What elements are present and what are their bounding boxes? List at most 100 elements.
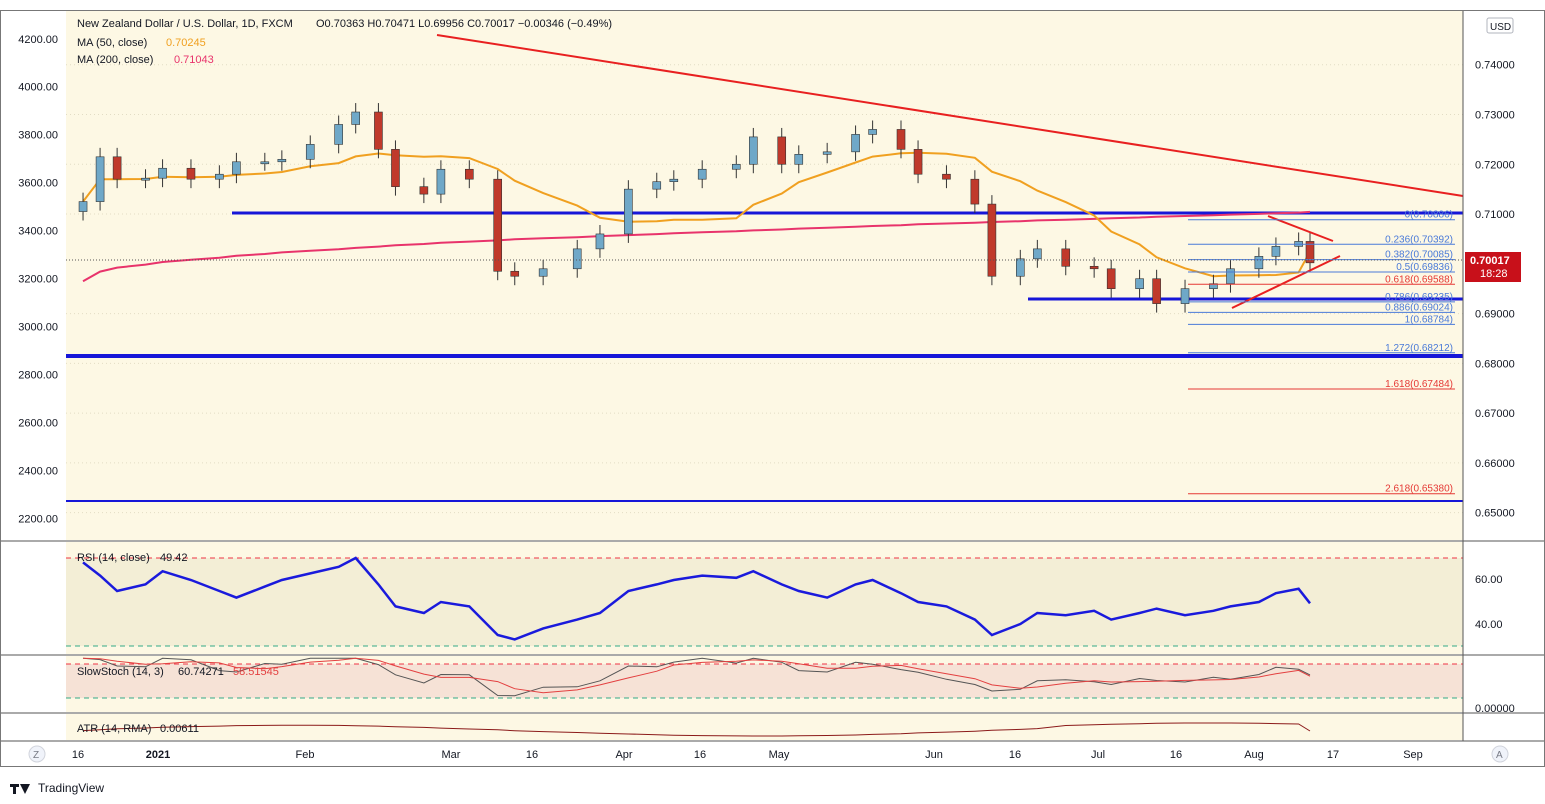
candle-body	[1271, 246, 1281, 257]
fib-label: 0.236(0.70392)	[1385, 234, 1453, 245]
time-label: 16	[526, 749, 538, 761]
time-label: 17	[1327, 749, 1339, 761]
fib-label: 1(0.68784)	[1405, 314, 1453, 325]
atr-tick: 0.00000	[1475, 703, 1515, 715]
auto-scale-button-label: A	[1496, 750, 1503, 761]
stoch-legend-k: 60.74271	[178, 666, 224, 678]
ma50-line	[82, 151, 1311, 278]
symbol-legend: New Zealand Dollar / U.S. Dollar, 1D, FX…	[77, 18, 293, 30]
candle-body	[510, 270, 520, 277]
right-tick-label: 0.74000	[1475, 60, 1515, 72]
rsi-legend-label: RSI (14, close)	[77, 552, 150, 564]
right-axis[interactable]	[1463, 10, 1545, 740]
candle-body	[232, 161, 241, 175]
atr-legend-value: 0.00611	[160, 723, 199, 735]
candle-body	[851, 134, 860, 153]
zoom-button[interactable]	[28, 745, 46, 763]
candle-body	[215, 173, 224, 180]
candle-body	[970, 178, 980, 205]
candle-body	[334, 124, 343, 145]
time-label: May	[769, 749, 790, 761]
right-tick-label: 0.67000	[1475, 408, 1515, 420]
candle-body	[538, 268, 548, 277]
candle-body	[1180, 288, 1190, 304]
candle-body	[1305, 241, 1315, 264]
auto-scale-button[interactable]	[1491, 745, 1509, 763]
time-label: 16	[1009, 749, 1021, 761]
candle-body	[186, 167, 196, 180]
candle-body	[868, 129, 877, 135]
stoch-k-line	[82, 657, 1311, 697]
time-label: Mar	[442, 749, 461, 761]
time-axis[interactable]	[0, 741, 1545, 767]
stoch-legend-label: SlowStoch (14, 3)	[77, 666, 164, 678]
candle-body	[305, 144, 315, 160]
left-tick-label: 3800.00	[18, 130, 58, 142]
candle-body	[141, 177, 150, 181]
currency-label: USD	[1490, 22, 1511, 33]
right-tick-label: 0.73000	[1475, 110, 1515, 122]
candle-body	[1061, 248, 1071, 267]
stoch-band	[66, 664, 1463, 698]
wedge-lower-line	[1231, 255, 1341, 309]
candle-body	[1016, 258, 1025, 277]
time-axis-labels: 16 2021 Feb Mar 16 Apr 16 May Jun 16 Jul 16 Aug 17 Sep	[72, 749, 1423, 761]
candle-body	[493, 178, 503, 272]
fib-label: 2.618(0.65380)	[1385, 484, 1453, 495]
left-tick-label: 2200.00	[18, 513, 58, 525]
candle-body	[794, 154, 804, 165]
candle-body	[669, 178, 679, 182]
fib-label: 0.5(0.69836)	[1396, 262, 1453, 273]
candle-body	[942, 173, 951, 180]
candle-body	[731, 163, 741, 170]
left-tick-label: 3600.00	[18, 178, 58, 190]
candle-body	[822, 151, 832, 155]
fib-label: 0(0.70886)	[1405, 210, 1453, 221]
fibonacci-levels: 0(0.70886)0.236(0.70392)0.382(0.70085)0.…	[1188, 210, 1455, 495]
atr-line	[82, 722, 1311, 737]
time-label: Jul	[1091, 749, 1105, 761]
candle-body	[749, 136, 758, 165]
candle-body	[112, 156, 122, 180]
ma200-line	[82, 210, 1311, 283]
stoch-legend-d: 58.51545	[233, 666, 279, 678]
time-label: 16	[694, 749, 706, 761]
rsi-tick-60: 60.00	[1475, 574, 1503, 586]
left-tick-label: 2600.00	[18, 417, 58, 429]
fib-label: 0.618(0.69588)	[1385, 274, 1453, 285]
left-tick-label: 2400.00	[18, 465, 58, 477]
fib-label: 0.886(0.69024)	[1385, 302, 1453, 313]
candle-body	[158, 167, 167, 179]
footer-brand[interactable]: TradingView	[10, 778, 104, 798]
right-tick-label: 0.69000	[1475, 309, 1515, 321]
left-axis-ticks: 4200.00 4000.00 3800.00 3600.00 3400.00 3200.…	[18, 34, 58, 526]
right-axis-ticks: 0.74000 0.73000 0.72000 0.71000 0.69000 0.680…	[1475, 60, 1515, 520]
candle-body	[277, 158, 287, 163]
left-tick-label: 3200.00	[18, 274, 58, 286]
stoch-d-line	[82, 657, 1311, 694]
right-tick-label: 0.65000	[1475, 508, 1515, 520]
atr-legend-label: ATR (14, RMA)	[77, 723, 151, 735]
fib-label: 0.786(0.69235)	[1385, 292, 1453, 303]
currency-badge[interactable]	[1486, 17, 1514, 34]
time-label: Feb	[296, 749, 315, 761]
descending-trendline	[436, 34, 1464, 197]
left-tick-label: 4200.00	[18, 34, 58, 46]
time-label: Apr	[615, 749, 632, 761]
time-label: 2021	[146, 749, 170, 761]
zoom-button-label: Z	[33, 750, 39, 761]
right-tick-label: 0.68000	[1475, 358, 1515, 370]
time-label: 16	[1170, 749, 1182, 761]
ma50-legend-label: MA (50, close)	[77, 37, 147, 49]
left-tick-label: 4000.00	[18, 82, 58, 94]
candle-body	[1089, 265, 1099, 270]
ma200-legend-label: MA (200, close)	[77, 54, 153, 66]
candle-body	[652, 181, 662, 190]
ma50-legend-value: 0.70245	[166, 37, 206, 49]
fib-label: 0.382(0.70085)	[1385, 250, 1453, 261]
candle-body	[1033, 248, 1042, 260]
candle-body	[1106, 268, 1116, 289]
right-tick-label: 0.71000	[1475, 209, 1515, 221]
candle-body	[78, 201, 88, 212]
